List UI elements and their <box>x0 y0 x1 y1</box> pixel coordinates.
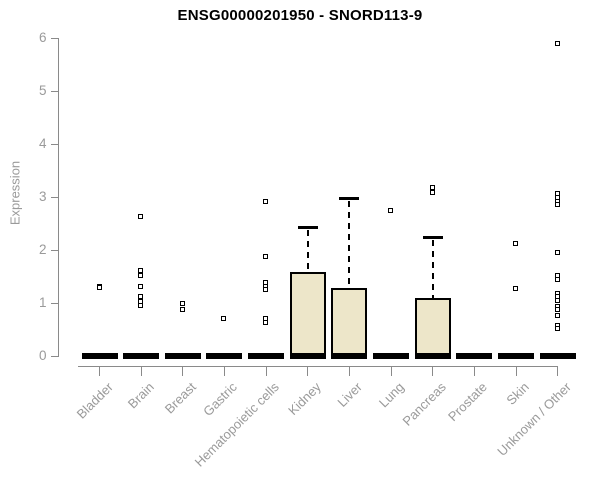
outlier-point <box>554 201 560 207</box>
y-tick-label: 5 <box>38 83 47 98</box>
x-tick <box>473 366 475 376</box>
median-bar <box>206 353 243 359</box>
median-bar <box>456 353 493 359</box>
whisker-cap <box>422 235 443 239</box>
x-axis-line <box>78 366 559 367</box>
whisker-line <box>431 239 434 299</box>
outlier-point <box>263 198 269 204</box>
y-tick <box>50 249 58 251</box>
median-bar <box>164 353 201 359</box>
x-tick <box>515 366 517 376</box>
median-bar <box>123 353 160 359</box>
median-bar <box>539 353 576 359</box>
outlier-point <box>179 306 185 312</box>
x-tick <box>390 366 392 376</box>
y-tick-label: 1 <box>38 295 47 310</box>
outlier-point <box>554 40 560 46</box>
outlier-point <box>554 313 560 319</box>
outlier-point <box>429 185 435 191</box>
outlier-point <box>96 285 102 291</box>
x-tick <box>557 366 559 376</box>
median-bar <box>414 353 451 359</box>
x-tick <box>182 366 184 376</box>
outlier-point <box>179 300 185 306</box>
y-axis-line <box>57 38 59 357</box>
outlier-point <box>263 319 269 325</box>
chart-title: ENSG00000201950 - SNORD113-9 <box>177 7 423 24</box>
y-tick-label: 0 <box>38 348 47 363</box>
x-tick <box>140 366 142 376</box>
y-tick-label: 6 <box>38 30 47 45</box>
y-tick <box>50 90 58 92</box>
whisker-line <box>348 201 351 289</box>
median-bar <box>289 353 326 359</box>
outlier-point <box>138 303 144 309</box>
median-bar <box>331 353 368 359</box>
outlier-point <box>554 277 560 283</box>
y-tick <box>50 143 58 145</box>
median-bar <box>248 353 285 359</box>
whisker-cap <box>339 197 360 201</box>
x-tick <box>348 366 350 376</box>
box <box>289 272 326 359</box>
outlier-point <box>429 190 435 196</box>
outlier-point <box>263 287 269 293</box>
outlier-point <box>138 267 144 273</box>
outlier-point <box>554 306 560 312</box>
outlier-point <box>263 254 269 260</box>
whisker-line <box>306 229 309 273</box>
x-tick <box>99 366 100 376</box>
outlier-point <box>513 240 518 246</box>
outlier-point <box>554 297 560 303</box>
y-tick <box>50 302 58 304</box>
outlier-point <box>388 208 394 214</box>
outlier-point <box>221 316 227 322</box>
outlier-point <box>138 213 144 219</box>
box <box>414 298 451 359</box>
y-tick <box>50 37 58 39</box>
median-bar <box>81 353 118 359</box>
x-tick <box>265 366 267 376</box>
y-tick <box>50 196 58 198</box>
y-tick-label: 4 <box>38 136 47 151</box>
y-tick <box>50 355 58 357</box>
median-bar <box>373 353 410 359</box>
outlier-point <box>513 285 518 291</box>
outlier-point <box>554 250 560 256</box>
outlier-point <box>138 283 144 289</box>
box <box>331 288 368 359</box>
x-tick <box>307 366 309 376</box>
x-tick <box>223 366 225 376</box>
y-tick-label: 2 <box>38 242 47 257</box>
outlier-point <box>554 326 560 332</box>
median-bar <box>498 353 534 359</box>
y-tick-label: 3 <box>38 189 47 204</box>
x-tick <box>432 366 434 376</box>
outlier-point <box>138 294 144 300</box>
whisker-cap <box>297 225 318 229</box>
outlier-point <box>138 273 144 279</box>
